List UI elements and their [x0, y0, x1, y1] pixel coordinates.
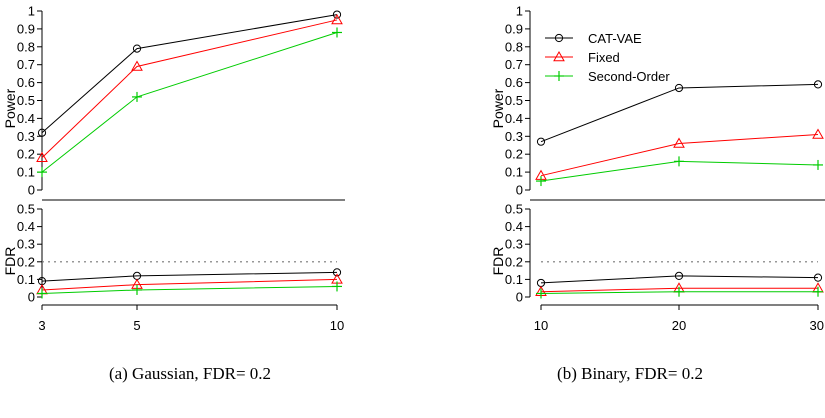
- binary-power-series-1-point-2: [812, 128, 824, 139]
- binary-fdr-ytick-label-1: 0.1: [505, 272, 523, 287]
- binary-power-series-1-line: [540, 134, 819, 177]
- gaussian-power-series-0-point-1: [132, 44, 142, 53]
- gaussian-power-series-0-point-2: [332, 10, 342, 19]
- binary-fdr-ytick-label-2: 0.2: [505, 254, 523, 269]
- gaussian-power-series-1-point-1: [131, 60, 143, 71]
- gaussian-fdr-series-2-point-0: [37, 288, 47, 299]
- gaussian-power-ytick-label-5: 0.5: [17, 93, 35, 108]
- gaussian-xtick-label-2: 10: [330, 318, 344, 333]
- binary-power-ytick-label-8: 0.8: [505, 39, 523, 54]
- binary-power-ylabel: Power: [490, 88, 506, 128]
- gaussian-fdr-series-0-point-2: [332, 268, 342, 277]
- legend-marker-1: [553, 50, 565, 62]
- gaussian-xtick-label-0: 3: [38, 318, 45, 333]
- gaussian-power-ytick-label-1: 0.1: [17, 165, 35, 180]
- binary-xtick-label-2: 30: [810, 318, 824, 333]
- gaussian-fdr-ytick-label-2: 0.2: [17, 254, 35, 269]
- binary-power-series-0-line: [540, 83, 819, 143]
- binary-power-ytick-label-7: 0.7: [505, 57, 523, 72]
- gaussian-power-ytick-label-7: 0.7: [17, 57, 35, 72]
- binary-power-ytick-label-3: 0.3: [505, 129, 523, 144]
- binary-power-ytick-label-0: 0: [516, 183, 523, 198]
- binary-power-series-2-point-1: [674, 156, 684, 167]
- gaussian-power-ytick-label-2: 0.2: [17, 147, 35, 162]
- legend-label-1: Fixed: [588, 50, 620, 65]
- gaussian-fdr-ylabel: FDR: [2, 247, 18, 276]
- caption-binary: (b) Binary, FDR= 0.2: [557, 364, 703, 383]
- gaussian-power-series-0-line: [41, 14, 338, 134]
- binary-fdr-series-2-point-2: [813, 286, 823, 297]
- binary-power-ytick-label-10: 1: [516, 4, 523, 19]
- gaussian-power-ylabel: Power: [2, 88, 18, 128]
- gaussian-power-series-2-point-0: [37, 167, 47, 178]
- gaussian-fdr-ytick-label-0: 0: [28, 290, 35, 305]
- gaussian-power-series-2-point-2: [332, 27, 342, 38]
- gaussian-fdr-ytick-label-1: 0.1: [17, 272, 35, 287]
- binary-power-ytick-label-5: 0.5: [505, 93, 523, 108]
- gaussian-power-series-1-point-0: [36, 151, 48, 163]
- gaussian-power-series-2-point-1: [132, 91, 142, 102]
- binary-power-series-2-point-0: [536, 176, 546, 187]
- binary-fdr-series-2-point-0: [536, 288, 546, 299]
- binary-fdr-ytick-label-4: 0.4: [505, 219, 523, 234]
- gaussian-power-ytick-label-6: 0.6: [17, 75, 35, 90]
- gaussian-xtick-label-1: 5: [133, 318, 140, 333]
- binary-power-series-1-point-1: [673, 137, 685, 148]
- binary-power-series-0-point-1: [674, 83, 684, 93]
- binary-power-ytick-label-9: 0.9: [505, 21, 523, 36]
- binary-power-series-0-point-2: [813, 80, 823, 89]
- binary-fdr-ylabel: FDR: [490, 247, 506, 276]
- gaussian-power-ytick-label-3: 0.3: [17, 129, 35, 144]
- gaussian-power-ytick-label-0: 0: [28, 183, 35, 198]
- gaussian-fdr-series-2-point-2: [332, 281, 342, 292]
- binary-xtick-label-1: 20: [672, 318, 686, 333]
- binary-power-ytick-label-1: 0.1: [505, 165, 523, 180]
- legend-marker-0: [554, 33, 564, 43]
- binary-power-ytick-label-6: 0.6: [505, 75, 523, 90]
- gaussian-power-ytick-label-10: 1: [28, 4, 35, 19]
- legend-label-0: CAT-VAE: [588, 31, 642, 46]
- binary-fdr-ytick-label-5: 0.5: [505, 202, 523, 217]
- gaussian-power-series-1-line: [41, 19, 338, 159]
- binary-power-ytick-label-4: 0.4: [505, 111, 523, 126]
- binary-fdr-series-0-point-2: [813, 273, 823, 282]
- gaussian-fdr-ytick-label-4: 0.4: [17, 219, 35, 234]
- gaussian-fdr-ytick-label-3: 0.3: [17, 237, 35, 252]
- gaussian-power-series-1-point-2: [331, 13, 343, 25]
- binary-xtick-label-0: 10: [534, 318, 548, 333]
- binary-power-ytick-label-2: 0.2: [505, 147, 523, 162]
- gaussian-power-ytick-label-8: 0.8: [17, 39, 35, 54]
- binary-legend: CAT-VAE Fixed Second-Order: [545, 31, 670, 84]
- binary-fdr-series-0-point-1: [674, 271, 684, 280]
- binary-fdr-ytick-label-3: 0.3: [505, 237, 523, 252]
- gaussian-fdr-series-0-line: [41, 271, 338, 282]
- gaussian-power-ytick-label-4: 0.4: [17, 111, 35, 126]
- gaussian-fdr-series-2-point-1: [132, 284, 142, 295]
- gaussian-power-ytick-label-9: 0.9: [17, 21, 35, 36]
- legend-label-2: Second-Order: [588, 69, 670, 84]
- binary-fdr-series-2-point-1: [674, 286, 684, 297]
- legend-marker-2: [554, 71, 564, 81]
- binary-power-series-0-point-0: [536, 137, 546, 146]
- caption-gaussian: (a) Gaussian, FDR= 0.2: [108, 364, 272, 383]
- gaussian-fdr-ytick-label-5: 0.5: [17, 202, 35, 217]
- gaussian-fdr-series-1-line: [41, 278, 338, 291]
- binary-power-series-2-point-2: [813, 159, 823, 170]
- binary-fdr-series-0-line: [540, 275, 819, 284]
- binary-fdr-ytick-label-0: 0: [516, 290, 523, 305]
- gaussian-power-series-0-point-0: [37, 128, 47, 137]
- gaussian-power-series-2-line: [41, 32, 338, 173]
